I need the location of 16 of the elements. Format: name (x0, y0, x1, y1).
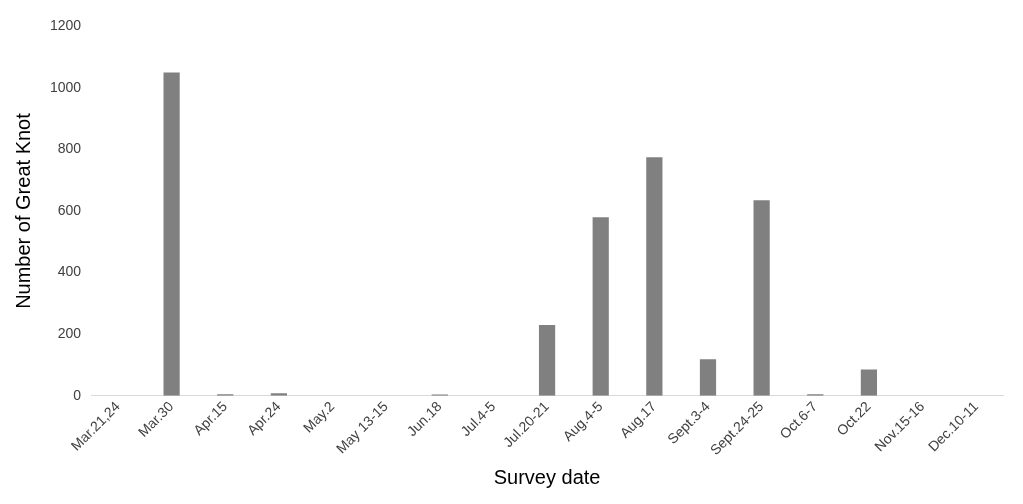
x-axis-title: Survey date (493, 465, 601, 488)
bar (753, 200, 770, 396)
bar (592, 217, 609, 396)
bar (646, 157, 663, 396)
bar (860, 369, 878, 396)
y-tick-label: 800 (57, 140, 82, 157)
bar (699, 359, 717, 396)
y-tick-label: 200 (57, 325, 82, 341)
y-tick-label: 400 (57, 263, 82, 280)
y-tick-label: 1000 (49, 78, 82, 95)
y-tick-label: 1200 (49, 17, 82, 34)
y-tick-label: 600 (57, 201, 82, 218)
bar (538, 324, 556, 396)
y-tick-label: 0 (73, 386, 82, 403)
bar (163, 72, 180, 396)
y-axis-title: Number of Great Knot (11, 112, 34, 309)
